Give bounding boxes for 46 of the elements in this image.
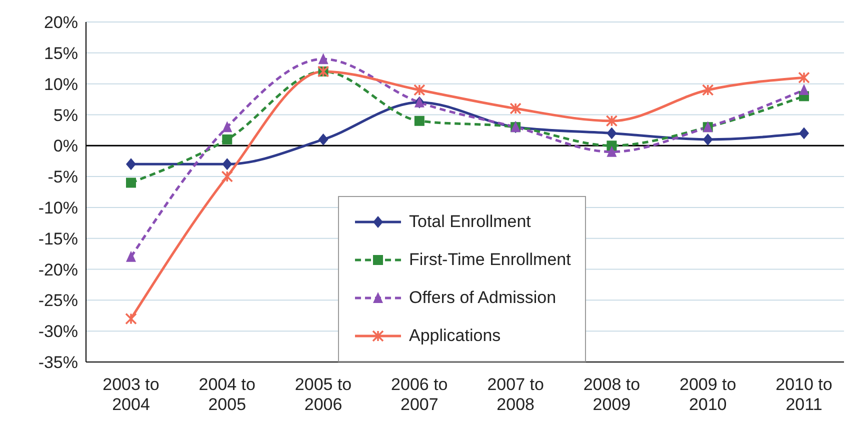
point bbox=[125, 312, 137, 325]
x-tick-label: 2004 to 2005 bbox=[198, 375, 256, 414]
point bbox=[798, 72, 810, 84]
point bbox=[606, 146, 617, 157]
y-tick-label: -35% bbox=[38, 353, 78, 372]
point bbox=[606, 140, 617, 151]
point bbox=[222, 158, 232, 170]
x-tick-label: 2003 to 2004 bbox=[102, 375, 160, 414]
legend-label: Offers of Admission bbox=[409, 288, 556, 308]
point bbox=[126, 250, 136, 262]
y-tick-label: -30% bbox=[38, 322, 78, 342]
legend-label: Applications bbox=[409, 326, 501, 346]
y-tick-label: 0% bbox=[53, 136, 78, 156]
point bbox=[414, 116, 424, 126]
point bbox=[318, 53, 328, 64]
legend-label: First-Time Enrollment bbox=[409, 250, 571, 270]
y-tick-label: 15% bbox=[44, 44, 78, 63]
y-tick-label: 5% bbox=[53, 106, 78, 125]
point bbox=[606, 127, 617, 140]
y-tick-label: 20% bbox=[44, 13, 78, 32]
point bbox=[510, 102, 522, 114]
y-tick-label: -20% bbox=[38, 260, 78, 280]
point bbox=[221, 170, 234, 182]
x-tick-label: 2008 to 2009 bbox=[583, 375, 640, 414]
y-tick-label: -25% bbox=[38, 291, 78, 310]
y-tick-label: -10% bbox=[38, 198, 78, 218]
x-tick-label: 2007 to 2008 bbox=[487, 375, 544, 414]
point bbox=[606, 115, 618, 127]
x-tick-label: 2010 to 2011 bbox=[776, 375, 832, 414]
point bbox=[799, 84, 809, 95]
point bbox=[222, 121, 232, 132]
x-tick-label: 2006 to 2007 bbox=[391, 375, 448, 414]
point bbox=[799, 127, 809, 140]
point bbox=[702, 133, 713, 146]
x-tick-label: 2005 to 2006 bbox=[294, 375, 352, 414]
point bbox=[414, 84, 426, 96]
point bbox=[222, 134, 232, 144]
point bbox=[702, 84, 714, 96]
point bbox=[126, 178, 136, 188]
x-tick-label: 2009 to 2010 bbox=[679, 375, 736, 414]
point bbox=[126, 158, 136, 170]
y-tick-label: -15% bbox=[38, 229, 78, 248]
y-tick-label: 10% bbox=[44, 74, 78, 94]
y-tick-label: -5% bbox=[48, 168, 78, 187]
legend-label: Total Enrollment bbox=[409, 212, 531, 232]
point bbox=[318, 133, 328, 146]
